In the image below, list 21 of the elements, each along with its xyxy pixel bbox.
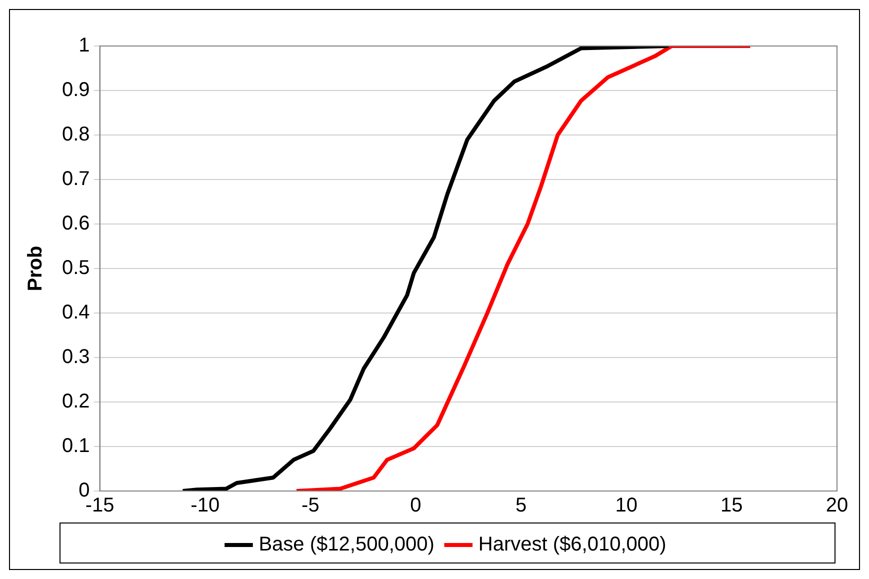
x-tick-label: 5: [515, 494, 527, 517]
x-tick-label: 0: [410, 494, 422, 517]
y-tick-label: 0.1: [62, 435, 90, 458]
y-tick-label: 0.9: [62, 79, 90, 102]
x-tick-label: 10: [615, 494, 638, 517]
y-tick-label: 0.3: [62, 346, 90, 368]
y-tick-label: 0: [78, 480, 90, 502]
x-tick-label: -10: [190, 494, 220, 517]
y-tick-label: 0.8: [62, 124, 90, 146]
y-tick-label: 0.4: [62, 302, 90, 324]
x-tick-label: 15: [720, 494, 743, 517]
y-tick-label: 0.2: [62, 390, 90, 413]
legend-label: Harvest ($6,010,000): [478, 534, 666, 556]
x-tick-label: -5: [302, 494, 320, 517]
y-tick-label: 0.6: [62, 212, 90, 235]
x-tick-label: 20: [826, 494, 848, 517]
y-tick-label: 0.5: [62, 257, 90, 280]
y-tick-label: 0.7: [62, 168, 90, 190]
legend-label: Base ($12,500,000): [258, 534, 434, 556]
y-axis-title: Prob: [24, 246, 47, 292]
y-tick-label: 1: [78, 34, 90, 57]
